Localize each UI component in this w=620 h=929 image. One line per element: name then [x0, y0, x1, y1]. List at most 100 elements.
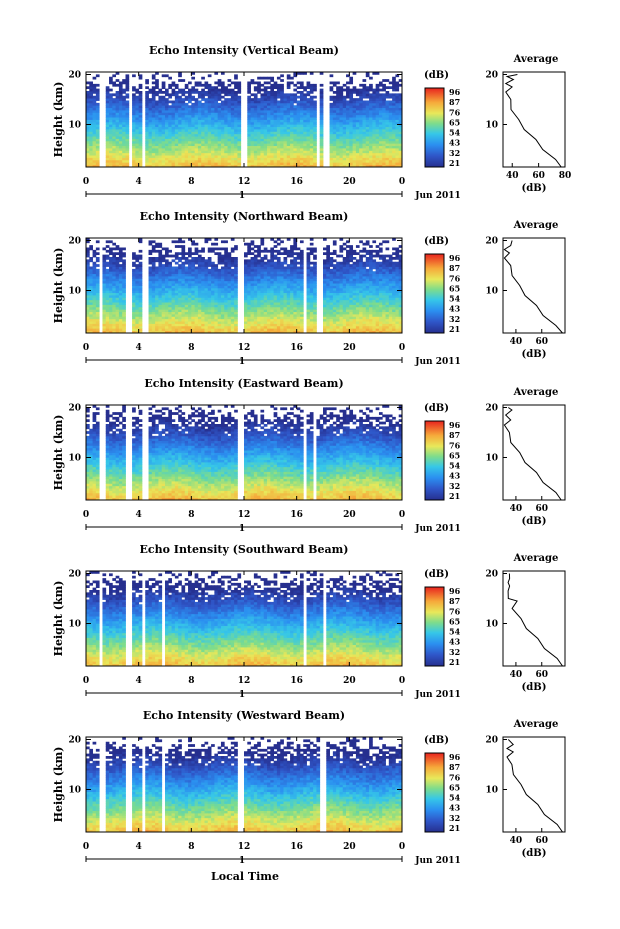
heatmap-cell	[362, 157, 367, 161]
heatmap-cell	[355, 129, 360, 132]
heatmap-cell	[260, 290, 265, 294]
heatmap-cell	[263, 107, 268, 111]
heatmap-cell	[270, 102, 275, 106]
heatmap-cell	[220, 278, 225, 282]
heatmap-cell	[257, 140, 261, 144]
heatmap-cell	[135, 321, 140, 324]
heatmap-cell	[293, 295, 298, 298]
heatmap-cell	[276, 152, 281, 156]
heatmap-cell	[132, 93, 136, 97]
heatmap-cell	[296, 152, 301, 156]
heatmap-cell	[306, 114, 311, 118]
heatmap-cell	[168, 83, 172, 87]
heatmap-cell	[244, 311, 248, 315]
heatmap-cell	[224, 110, 228, 113]
heatmap-cell	[293, 150, 298, 154]
heatmap-cell	[178, 302, 182, 305]
heatmap-cell	[204, 162, 209, 166]
heatmap-cell	[247, 287, 251, 291]
heatmap-cell	[382, 152, 386, 156]
colorbar	[424, 87, 445, 168]
heatmap-cell	[188, 131, 192, 135]
heatmap-cell	[273, 162, 278, 166]
heatmap-cell	[145, 110, 149, 113]
heatmap-cell	[237, 110, 242, 113]
heatmap-cell	[191, 107, 196, 111]
heatmap-cell	[138, 138, 143, 142]
heatmap-cell	[319, 98, 324, 101]
heatmap-cell	[102, 311, 107, 315]
heatmap-cell	[155, 328, 159, 332]
heatmap-cell	[257, 164, 261, 168]
heatmap-cell	[211, 325, 215, 329]
colorbar-tick-label: 76	[449, 107, 461, 117]
heatmap-cell	[336, 131, 340, 135]
heatmap-cell	[102, 285, 107, 289]
heatmap-cell	[362, 88, 367, 92]
heatmap-cell	[349, 95, 354, 99]
heatmap-cell	[276, 299, 281, 303]
heatmap-cell	[118, 133, 123, 137]
heatmap-cell	[253, 145, 258, 149]
heatmap-cell	[211, 143, 215, 147]
heatmap-cell	[188, 119, 192, 123]
heatmap-cell	[234, 83, 238, 87]
heatmap-cell	[122, 306, 126, 310]
heatmap-cell	[211, 129, 215, 132]
heatmap-cell	[86, 93, 90, 97]
heatmap-cell	[270, 91, 275, 94]
heatmap-cell	[296, 72, 301, 75]
heatmap-cell	[372, 129, 377, 132]
heatmap-cell	[178, 131, 182, 135]
heatmap-cell	[306, 155, 311, 158]
heatmap-cell	[263, 297, 268, 301]
heatmap-cell	[165, 276, 169, 279]
heatmap-cell	[181, 138, 186, 142]
heatmap-cell	[207, 285, 212, 289]
heatmap-cell	[270, 98, 275, 101]
heatmap-cell	[388, 124, 393, 128]
heatmap-cell	[270, 105, 275, 109]
heatmap-cell	[260, 306, 265, 310]
heatmap-cell	[234, 124, 238, 128]
heatmap-cell	[276, 297, 281, 301]
heatmap-cell	[86, 148, 90, 151]
heatmap-cell	[369, 131, 373, 135]
heatmap-cell	[299, 100, 304, 104]
heatmap-cell	[115, 257, 120, 260]
heatmap-cell	[346, 117, 350, 120]
heatmap-cell	[332, 133, 337, 137]
heatmap-cell	[237, 136, 242, 139]
heatmap-cell	[349, 88, 354, 92]
heatmap-cell	[270, 124, 275, 128]
heatmap-cell	[89, 292, 93, 296]
heatmap-cell	[201, 162, 205, 166]
heatmap-cell	[105, 325, 110, 329]
heatmap-cell	[273, 164, 278, 168]
heatmap-cell	[191, 273, 196, 277]
heatmap-cell	[359, 162, 363, 166]
heatmap-cell	[191, 264, 196, 267]
heatmap-cell	[369, 102, 373, 106]
heatmap-cell	[158, 257, 163, 260]
heatmap-cell	[158, 323, 163, 327]
heatmap-cell	[224, 268, 228, 272]
heatmap-cell	[309, 138, 314, 142]
heatmap-cell	[362, 102, 367, 106]
heatmap-cell	[112, 126, 117, 130]
x-tick-label: 0	[83, 177, 89, 187]
heatmap-cell	[382, 159, 386, 163]
heatmap-cell	[174, 245, 179, 248]
heatmap-cell	[250, 259, 255, 263]
heatmap-cell	[161, 254, 166, 258]
heatmap-cell	[329, 74, 334, 78]
heatmap-cell	[329, 159, 334, 163]
heatmap-cell	[211, 107, 215, 111]
heatmap-cell	[92, 292, 97, 296]
heatmap-cell	[89, 245, 93, 248]
heatmap-cell	[395, 86, 400, 90]
heatmap-cell	[346, 129, 350, 132]
heatmap-cell	[112, 133, 117, 137]
heatmap-cell	[257, 81, 261, 85]
heatmap-cell	[178, 328, 182, 332]
